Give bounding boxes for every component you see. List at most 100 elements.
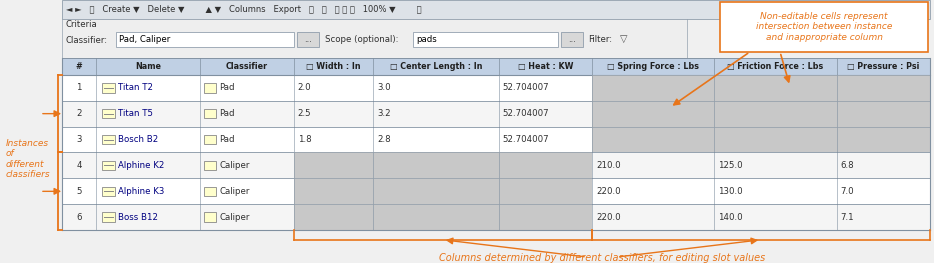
Text: 6: 6 bbox=[77, 213, 82, 222]
Bar bbox=[62, 0, 930, 19]
Text: 220.0: 220.0 bbox=[596, 213, 621, 222]
Text: ▽: ▽ bbox=[620, 34, 628, 44]
Text: Titan T2: Titan T2 bbox=[118, 83, 153, 92]
Bar bbox=[62, 19, 687, 58]
Bar bbox=[592, 101, 715, 127]
Bar bbox=[592, 127, 715, 153]
Bar bbox=[374, 178, 499, 204]
Bar bbox=[293, 178, 374, 204]
Text: 52.704007: 52.704007 bbox=[502, 109, 549, 118]
Text: 5: 5 bbox=[77, 187, 82, 196]
Text: Criteria: Criteria bbox=[66, 21, 98, 29]
Bar bbox=[62, 127, 930, 153]
Text: Classifier: Classifier bbox=[226, 62, 268, 71]
Text: Pad: Pad bbox=[219, 135, 234, 144]
Bar bbox=[499, 204, 592, 230]
Text: 1: 1 bbox=[77, 83, 82, 92]
Text: Scope (optional):: Scope (optional): bbox=[325, 35, 399, 44]
Bar bbox=[62, 204, 930, 230]
Text: □ Spring Force : Lbs: □ Spring Force : Lbs bbox=[607, 62, 700, 71]
Text: 2.8: 2.8 bbox=[377, 135, 391, 144]
Bar bbox=[293, 204, 374, 230]
Bar bbox=[413, 32, 558, 47]
Text: Alphine K2: Alphine K2 bbox=[118, 161, 164, 170]
Text: Name: Name bbox=[135, 62, 161, 71]
Text: #: # bbox=[76, 62, 82, 71]
Bar bbox=[102, 161, 115, 170]
Bar bbox=[102, 213, 115, 222]
Bar bbox=[293, 153, 374, 178]
Bar bbox=[715, 127, 837, 153]
Bar bbox=[205, 161, 216, 170]
Bar bbox=[205, 213, 216, 222]
Bar bbox=[715, 75, 837, 101]
Text: 2.5: 2.5 bbox=[298, 109, 311, 118]
Bar bbox=[499, 178, 592, 204]
Text: 7.0: 7.0 bbox=[841, 187, 854, 196]
Text: 52.704007: 52.704007 bbox=[502, 83, 549, 92]
Text: 52.704007: 52.704007 bbox=[502, 135, 549, 144]
Text: Boss B12: Boss B12 bbox=[118, 213, 158, 222]
Text: □ Friction Force : Lbs: □ Friction Force : Lbs bbox=[728, 62, 824, 71]
Text: 4: 4 bbox=[77, 161, 82, 170]
Text: 125.0: 125.0 bbox=[718, 161, 743, 170]
Bar bbox=[837, 75, 930, 101]
Bar bbox=[374, 204, 499, 230]
Bar bbox=[205, 109, 216, 118]
Bar bbox=[374, 153, 499, 178]
Bar bbox=[720, 2, 928, 52]
Bar bbox=[102, 83, 115, 93]
Bar bbox=[297, 32, 319, 47]
Text: 220.0: 220.0 bbox=[596, 187, 621, 196]
Text: □ Width : In: □ Width : In bbox=[306, 62, 361, 71]
Text: Instances
of
different
classifiers: Instances of different classifiers bbox=[6, 139, 50, 179]
Text: 3.0: 3.0 bbox=[377, 83, 391, 92]
Bar bbox=[205, 135, 216, 144]
Text: 7.1: 7.1 bbox=[841, 213, 854, 222]
Bar bbox=[592, 75, 715, 101]
Bar bbox=[205, 186, 216, 196]
Text: Non-editable cells represent
intersection between instance
and inappropriate col: Non-editable cells represent intersectio… bbox=[756, 12, 892, 42]
Bar bbox=[715, 101, 837, 127]
Text: Caliper: Caliper bbox=[219, 161, 249, 170]
Text: Classifier:: Classifier: bbox=[66, 36, 108, 45]
Bar bbox=[102, 109, 115, 118]
Bar bbox=[102, 135, 115, 144]
Bar bbox=[116, 32, 294, 47]
Bar bbox=[837, 127, 930, 153]
Bar bbox=[837, 101, 930, 127]
Bar bbox=[62, 178, 930, 204]
Text: Titan T5: Titan T5 bbox=[118, 109, 153, 118]
Bar bbox=[62, 153, 930, 178]
Text: Caliper: Caliper bbox=[219, 213, 249, 222]
Text: ...: ... bbox=[304, 35, 312, 44]
Text: ◄ ►   📋   Create ▼   Delete ▼        ▲ ▼   Columns   Export   🔄   🔍   🔍 🔍 🔍   10: ◄ ► 📋 Create ▼ Delete ▼ ▲ ▼ Columns Expo… bbox=[66, 5, 421, 14]
Text: □ Pressure : Psi: □ Pressure : Psi bbox=[847, 62, 919, 71]
Text: □ Heat : KW: □ Heat : KW bbox=[517, 62, 573, 71]
Text: 2: 2 bbox=[77, 109, 82, 118]
Text: ...: ... bbox=[568, 35, 576, 44]
Text: pads: pads bbox=[416, 35, 437, 44]
Text: Columns determined by different classifiers, for editing slot values: Columns determined by different classifi… bbox=[439, 253, 765, 263]
Bar bbox=[62, 101, 930, 127]
Text: Alphine K3: Alphine K3 bbox=[118, 187, 164, 196]
Text: 140.0: 140.0 bbox=[718, 213, 743, 222]
Bar bbox=[62, 75, 930, 101]
Text: 3: 3 bbox=[77, 135, 82, 144]
Bar bbox=[499, 153, 592, 178]
Bar bbox=[102, 186, 115, 196]
Text: Filter:: Filter: bbox=[588, 35, 612, 44]
Bar bbox=[561, 32, 583, 47]
Text: Caliper: Caliper bbox=[219, 187, 249, 196]
Text: 1.8: 1.8 bbox=[298, 135, 311, 144]
Text: 3.2: 3.2 bbox=[377, 109, 391, 118]
Text: Pad, Caliper: Pad, Caliper bbox=[119, 35, 170, 44]
Text: 210.0: 210.0 bbox=[596, 161, 621, 170]
Text: Pad: Pad bbox=[219, 83, 234, 92]
Text: Pad: Pad bbox=[219, 109, 234, 118]
Text: Bosch B2: Bosch B2 bbox=[118, 135, 158, 144]
Text: 130.0: 130.0 bbox=[718, 187, 743, 196]
Text: 6.8: 6.8 bbox=[841, 161, 854, 170]
Bar bbox=[205, 83, 216, 93]
Text: 2.0: 2.0 bbox=[298, 83, 311, 92]
